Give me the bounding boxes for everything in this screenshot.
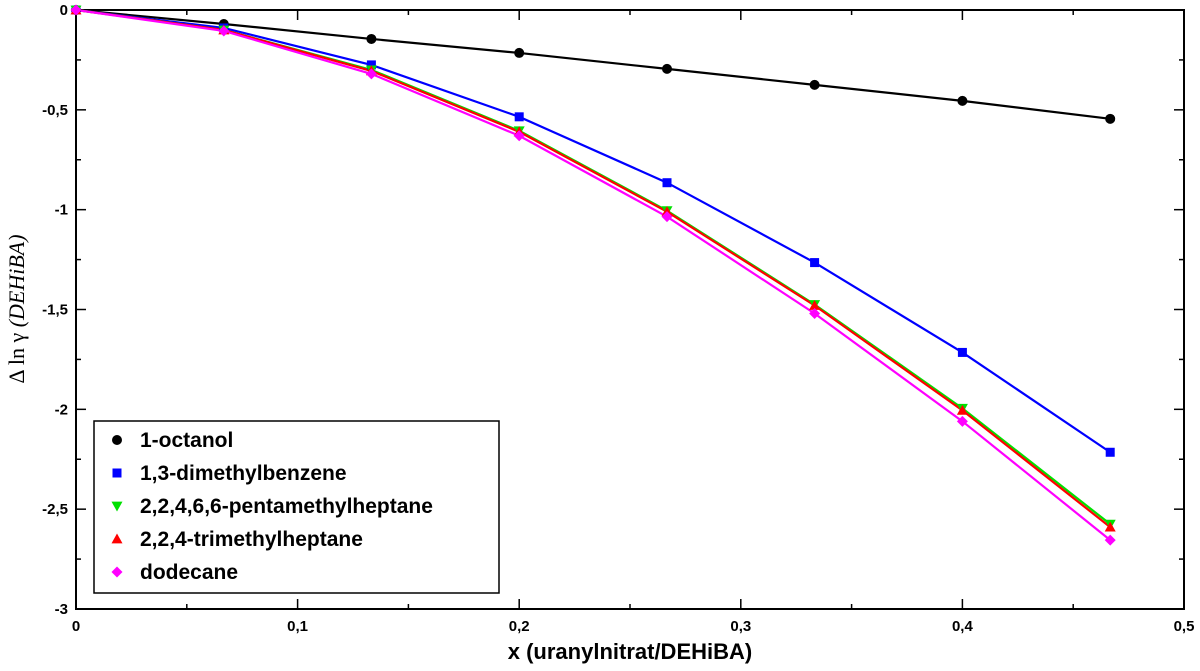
legend-marker bbox=[112, 468, 122, 478]
data-point bbox=[809, 79, 820, 90]
data-point bbox=[1104, 521, 1116, 532]
series-lines bbox=[75, 8, 1111, 541]
data-point bbox=[365, 68, 377, 80]
data-point bbox=[70, 4, 82, 16]
data-point bbox=[957, 95, 968, 106]
legend-marker bbox=[111, 533, 123, 544]
y-tick-label: -2 bbox=[55, 401, 68, 418]
data-point bbox=[1105, 447, 1115, 457]
y-tick-label: -3 bbox=[55, 601, 68, 618]
series-line-0 bbox=[75, 8, 1111, 120]
series-line-4 bbox=[75, 8, 1111, 541]
data-point bbox=[1105, 113, 1116, 124]
data-point bbox=[366, 60, 376, 70]
data-point bbox=[1104, 534, 1116, 546]
data-point bbox=[513, 130, 525, 142]
legend-marker bbox=[111, 566, 123, 578]
legend: 1-octanol 1,3-dimethylbenzene 2,2,4,6,6-pe… bbox=[93, 420, 500, 594]
legend-marker bbox=[112, 435, 122, 445]
data-point bbox=[661, 206, 673, 217]
y-axis-title: Δ ln γ (DEHiBA) bbox=[4, 234, 29, 383]
x-tick-label: 0,2 bbox=[509, 618, 530, 635]
y-tick-label: 0 bbox=[60, 2, 68, 19]
x-tick-label: 0,5 bbox=[1174, 618, 1195, 635]
data-point bbox=[956, 404, 968, 415]
series-line-3 bbox=[75, 8, 1111, 528]
legend-label: 2,2,4,6,6-pentamethylheptane bbox=[140, 495, 433, 518]
series-markers bbox=[70, 4, 1116, 546]
legend-label: 1,3-dimethylbenzene bbox=[140, 462, 347, 485]
data-point bbox=[514, 47, 525, 58]
legend-label: 2,2,4-trimethylheptane bbox=[140, 528, 363, 551]
x-tick-label: 0,3 bbox=[730, 618, 751, 635]
data-point bbox=[662, 178, 672, 188]
y-tick-label: -0,5 bbox=[42, 102, 68, 119]
x-tick-label: 0,4 bbox=[952, 618, 974, 635]
legend-label: dodecane bbox=[140, 561, 238, 584]
legend-label: 1-octanol bbox=[140, 429, 233, 452]
x-tick-label: 0,1 bbox=[287, 618, 308, 635]
data-point bbox=[514, 112, 524, 122]
data-point bbox=[218, 25, 230, 37]
data-point bbox=[957, 347, 967, 357]
axis-ticks bbox=[75, 9, 1185, 610]
y-axis-title-italic: (DEHiBA) bbox=[4, 234, 29, 327]
y-tick-label: -2,5 bbox=[42, 501, 68, 518]
x-axis-title: x (uranylnitrat/DEHiBA) bbox=[508, 639, 752, 664]
data-point bbox=[956, 415, 968, 427]
legend-box bbox=[93, 420, 500, 594]
data-point bbox=[661, 211, 673, 223]
data-point bbox=[809, 307, 821, 319]
data-point bbox=[366, 33, 377, 44]
data-point bbox=[662, 63, 673, 74]
tick-labels: 0 0,1 0,2 0,3 0,4 0,5 0 -0,5 -1 -1,5 -2 -2,5 -3 bbox=[42, 2, 1194, 635]
y-tick-label: -1 bbox=[55, 202, 68, 219]
data-point bbox=[809, 300, 821, 310]
legend-marker bbox=[111, 501, 123, 512]
series-line-1 bbox=[75, 8, 1111, 454]
data-point bbox=[810, 258, 820, 268]
x-tick-label: 0 bbox=[72, 618, 80, 635]
y-tick-label: -1,5 bbox=[42, 302, 68, 319]
y-axis-title-main: Δ ln γ bbox=[4, 327, 29, 383]
